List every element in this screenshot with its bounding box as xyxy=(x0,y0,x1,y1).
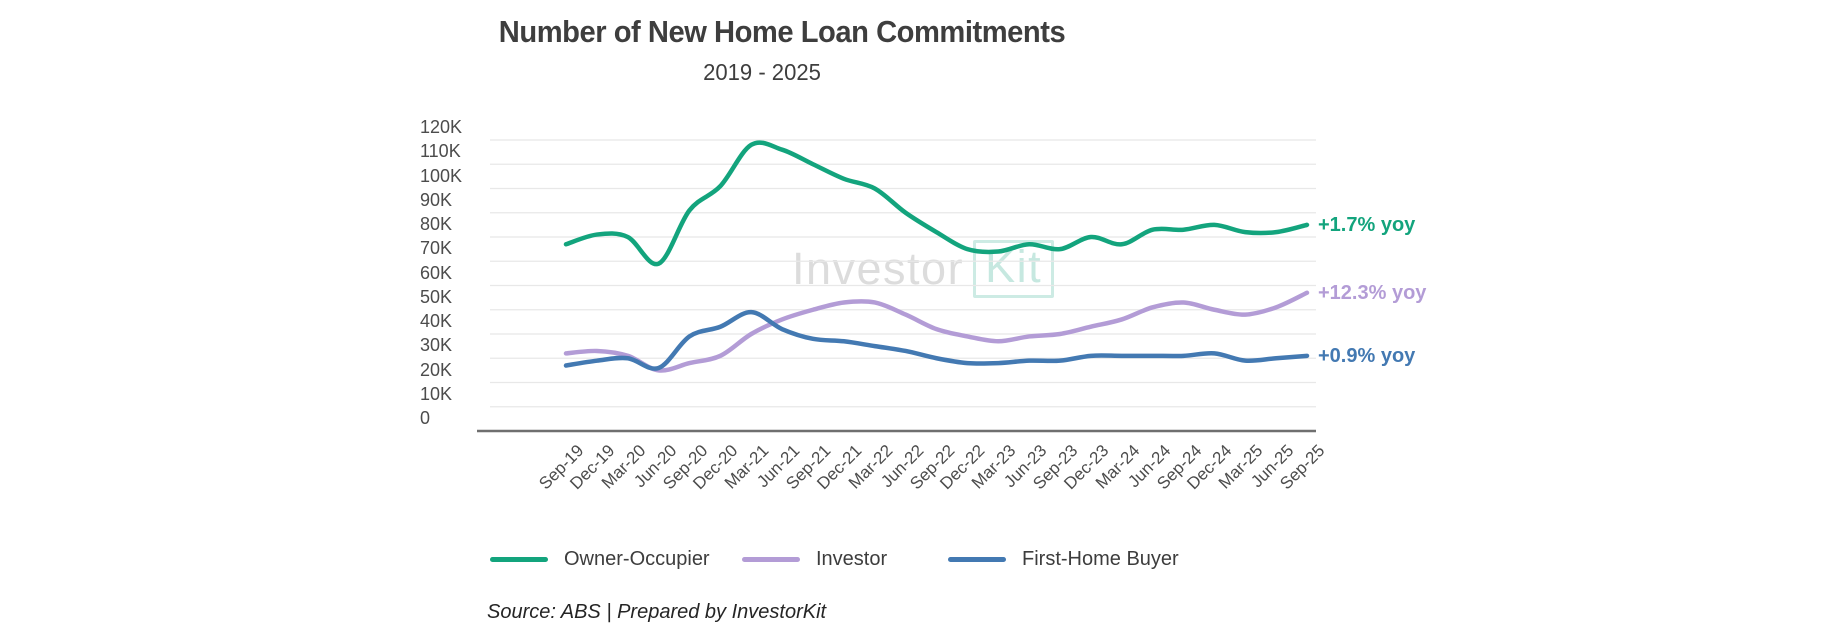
legend-label: Owner-Occupier xyxy=(564,547,710,570)
y-tick-label: 70K xyxy=(420,238,453,259)
y-tick-label: 100K xyxy=(420,165,463,186)
series-line-investor xyxy=(563,290,1310,373)
watermark-logo-box: Kit xyxy=(973,240,1055,298)
annotation-first-home-buyer-yoy: +0.9% yoy xyxy=(1318,344,1416,367)
series-line-first-home-buyer xyxy=(563,309,1310,371)
chart-subtitle: 2019 - 2025 xyxy=(703,59,821,85)
y-tick-label: 110K xyxy=(420,141,461,162)
annotation-owner-occupier-yoy: +1.7% yoy xyxy=(1318,213,1416,236)
legend-swatch xyxy=(742,556,800,562)
y-tick-label: 10K xyxy=(420,383,453,404)
y-tick-label: 20K xyxy=(420,359,453,380)
y-tick-label: 60K xyxy=(420,262,453,283)
legend-swatch xyxy=(490,556,548,562)
legend-label: Investor xyxy=(816,547,888,570)
legend-item-first-home-buyer: First-Home Buyer xyxy=(948,546,1179,572)
y-tick-label: 0 xyxy=(420,408,431,428)
source-note: Source: ABS | Prepared by InvestorKit xyxy=(487,601,827,623)
legend-item-investor: Investor xyxy=(742,546,887,572)
legend: Owner-Occupier Investor First-Home Buyer xyxy=(0,546,1848,572)
legend-item-owner-occupier: Owner-Occupier xyxy=(490,546,710,572)
legend-label: First-Home Buyer xyxy=(1022,547,1179,570)
y-tick-label: 50K xyxy=(420,286,453,307)
chart-title: Number of New Home Loan Commitments xyxy=(498,14,1066,49)
y-tick-label: 30K xyxy=(420,335,453,356)
annotation-investor-yoy: +12.3% yoy xyxy=(1318,281,1427,304)
y-tick-label: 90K xyxy=(420,189,453,210)
y-tick-label: 80K xyxy=(420,214,453,234)
legend-swatch xyxy=(948,556,1006,562)
series-line-owner-occupier xyxy=(563,140,1310,267)
y-tick-label: 40K xyxy=(420,311,453,331)
y-tick-label: 120K xyxy=(420,117,463,137)
